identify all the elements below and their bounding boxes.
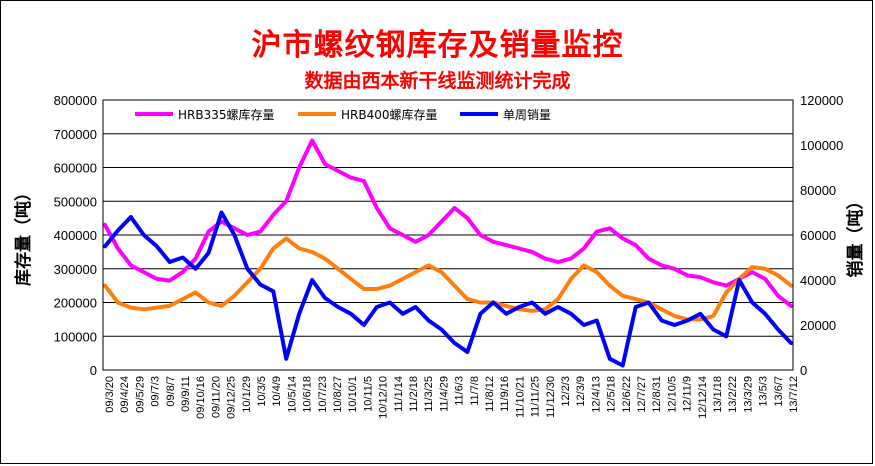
right-tick-label: 120000: [800, 93, 843, 108]
right-tick-label: 80000: [800, 183, 836, 198]
x-tick-label: 12/2/3: [560, 376, 572, 407]
x-tick-label: 09/9/11: [180, 376, 192, 412]
x-tick-label: 11/7/8: [469, 376, 481, 406]
x-tick-label: 10/5/14: [286, 376, 298, 413]
x-tick-label: 11/1/14: [393, 376, 405, 412]
chart-subtitle: 数据由西本新干线监测统计完成: [304, 70, 571, 92]
left-axis-title: 库存量（吨）: [13, 184, 34, 286]
x-tick-label: 09/11/20: [210, 376, 222, 418]
left-tick-label: 0: [90, 363, 97, 378]
x-tick-label: 10/11/5: [362, 376, 374, 412]
x-tick-label: 13/3/29: [742, 376, 754, 413]
x-tick-label: 12/4/13: [590, 376, 602, 413]
x-tick-label: 10/12/10: [378, 376, 390, 419]
series-lines: [103, 138, 793, 368]
legend-label-0: HRB335螺库存量: [178, 107, 275, 122]
x-tick-label: 12/3/9: [575, 376, 587, 407]
legend: HRB335螺库存量 HRB400螺库存量 单周销量: [135, 107, 551, 122]
x-tick-label: 12/6/22: [621, 376, 633, 413]
x-tick-label: 13/1/18: [712, 376, 724, 413]
x-tick-label: 10/1/29: [241, 376, 253, 413]
x-tick-label: 10/10/1: [347, 376, 359, 413]
left-tick-label: 600000: [54, 161, 97, 176]
left-tick-label: 300000: [54, 262, 97, 277]
x-tick-label: 11/10/21: [514, 376, 526, 418]
right-axis-ticks: 0 20000 40000 60000 80000 100000 120000: [800, 93, 843, 378]
x-tick-label: 10/6/18: [302, 376, 314, 413]
x-tick-label: 11/6/3: [454, 376, 466, 406]
left-tick-label: 500000: [54, 194, 97, 209]
right-tick-label: 20000: [800, 318, 836, 333]
x-tick-label: 13/5/3: [758, 376, 770, 407]
left-axis-ticks: 0 100000 200000 300000 400000 500000 600000 700…: [54, 93, 97, 378]
x-tick-label: 09/12/25: [226, 376, 238, 419]
x-tick-label: 10/7/23: [317, 376, 329, 413]
right-axis-title: 销量（吨）: [845, 193, 866, 278]
x-tick-label: 11/4/29: [438, 376, 450, 412]
legend-label-2: 单周销量: [503, 108, 551, 122]
left-tick-label: 100000: [54, 329, 97, 344]
chart-title: 沪市螺纹钢库存及销量监控: [251, 28, 624, 63]
series-line-2: [103, 210, 793, 368]
x-tick-label: 12/11/9: [682, 376, 694, 412]
left-tick-label: 400000: [54, 228, 97, 243]
x-tick-label: 12/12/14: [697, 376, 709, 419]
right-tick-label: 100000: [800, 138, 843, 153]
x-tick-label: 11/11/25: [530, 376, 542, 417]
x-tick-label: 13/2/22: [727, 376, 739, 413]
x-tick-label: 09/7/3: [150, 376, 162, 407]
x-tick-label: 09/3/20: [104, 376, 116, 413]
x-tick-label: 09/10/16: [195, 376, 207, 419]
left-tick-label: 200000: [54, 296, 97, 311]
x-tick-label: 09/5/29: [134, 376, 146, 413]
x-tick-label: 09/8/7: [165, 376, 177, 407]
x-tick-label: 12/5/18: [606, 376, 618, 413]
x-tick-label: 12/10/5: [666, 376, 678, 413]
right-tick-label: 60000: [800, 228, 836, 243]
x-axis-ticks: 09/3/20 09/4/24 09/5/29 09/7/3 09/8/7 09/9/11…: [104, 376, 800, 419]
x-tick-label: 13/6/7: [773, 376, 785, 407]
x-tick-label: 11/9/16: [499, 376, 511, 412]
x-tick-label: 09/4/24: [119, 376, 131, 413]
x-tick-label: 10/3/5: [256, 376, 268, 407]
x-tick-label: 13/7/12: [788, 376, 800, 413]
x-tick-label: 10/4/9: [271, 376, 283, 407]
series-line-1: [103, 236, 793, 322]
x-tick-label: 11/2/18: [408, 376, 420, 412]
x-tick-label: 11/12/30: [545, 376, 557, 418]
x-tick-label: 12/8/31: [651, 376, 663, 413]
x-tick-label: 10/8/27: [332, 376, 344, 413]
right-tick-label: 0: [800, 363, 807, 378]
left-tick-label: 700000: [54, 127, 97, 142]
right-tick-label: 40000: [800, 273, 836, 288]
x-tick-label: 11/8/12: [484, 376, 496, 412]
x-tick-label: 11/3/25: [423, 376, 435, 412]
legend-label-1: HRB400螺库存量: [341, 107, 438, 122]
plot-area: [102, 99, 794, 371]
left-tick-label: 800000: [54, 93, 97, 108]
x-tick-label: 12/7/27: [636, 376, 648, 413]
gridlines: [103, 133, 793, 337]
